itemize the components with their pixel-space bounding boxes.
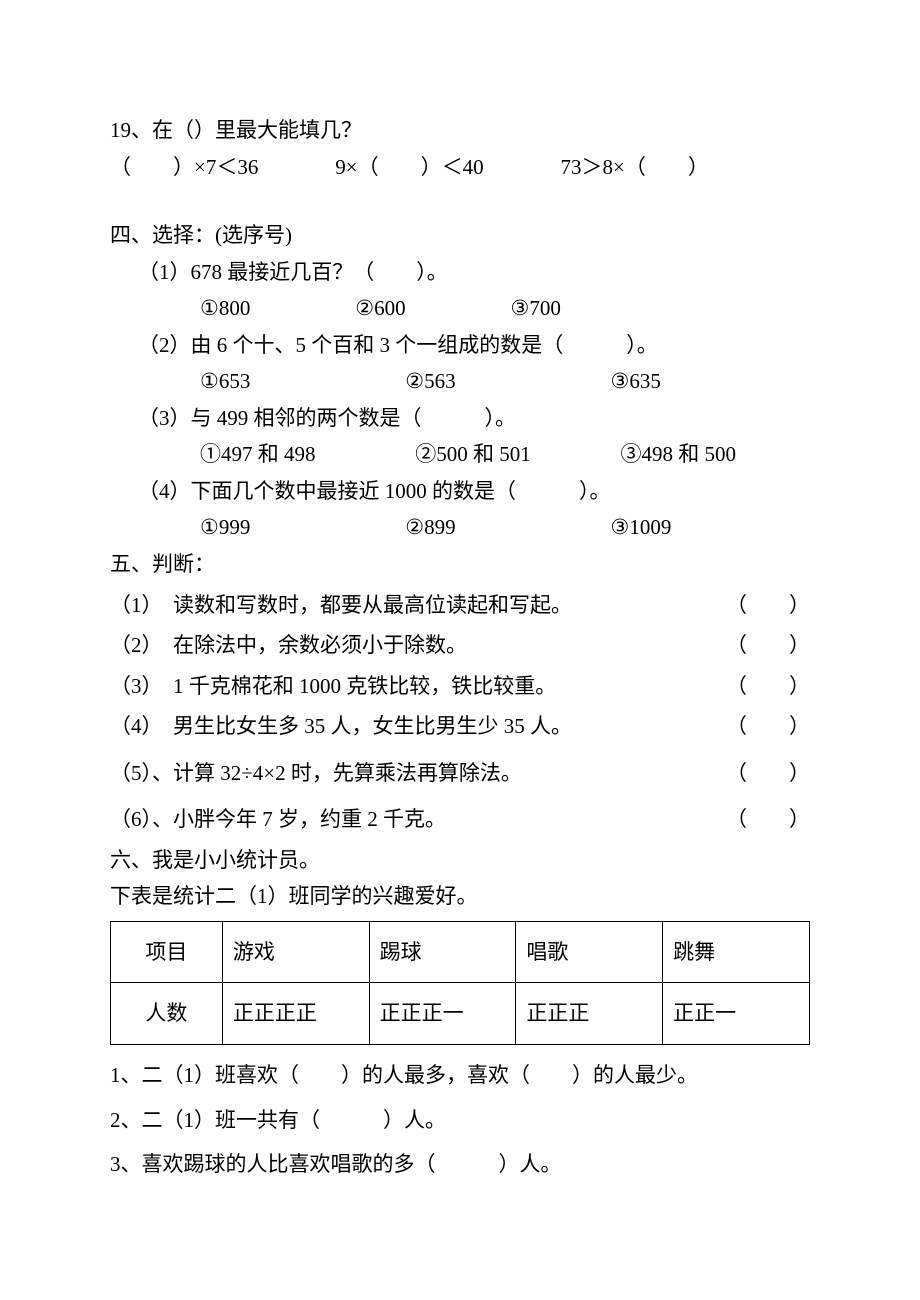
col-header: 跳舞 <box>663 921 810 983</box>
sec6-q1: 1、二（1）班喜欢（ ）的人最多，喜欢（ ）的人最少。 <box>110 1059 810 1092</box>
sec4-q4: （4）下面几个数中最接近 1000 的数是（ ）。 <box>110 475 810 508</box>
sec4-q2: （2）由 6 个十、5 个百和 3 个一组成的数是（ ）。 <box>110 329 810 362</box>
sec6-title: 六、我是小小统计员。 <box>110 844 810 877</box>
sec5-item-2-text: （2） 在除法中，余数必须小于除数。 <box>110 629 700 662</box>
sec4-q1-opts: ①800 ②600 ③700 <box>110 292 810 325</box>
sec5-item-1: （1） 读数和写数时，都要从最高位读起和写起。 （ ） <box>110 589 810 622</box>
sec4-title: 四、选择：(选序号) <box>110 219 810 252</box>
sec5-item-5-text: （5）、计算 32÷4×2 时，先算乘法再算除法。 <box>110 757 700 790</box>
col-header: 唱歌 <box>516 921 663 983</box>
col-header: 踢球 <box>369 921 516 983</box>
table-cell: 正正正 <box>516 983 663 1045</box>
sec5-item-2-blank: （ ） <box>700 629 810 662</box>
sec5-item-4-text: （4） 男生比女生多 35 人，女生比男生少 35 人。 <box>110 710 700 743</box>
sec5-item-6: （6）、小胖今年 7 岁，约重 2 千克。 （ ） <box>110 803 810 836</box>
sec5-item-6-blank: （ ） <box>700 803 810 836</box>
hobby-table: 项目 游戏 踢球 唱歌 跳舞 人数 正正正正 正正正一 正正正 正正一 <box>110 921 810 1045</box>
q19-part-1: （ ）×7＜36 <box>110 151 330 184</box>
sec4-q2-opts: ①653 ②563 ③635 <box>110 365 810 398</box>
q19-parts: （ ）×7＜36 9×（ ）＜40 73＞8×（ ） <box>110 151 810 184</box>
sec4-q2-opt3: ③635 <box>611 365 661 398</box>
sec5-item-3-text: （3） 1 千克棉花和 1000 克铁比较，铁比较重。 <box>110 670 700 703</box>
sec4-q4-opt3: ③1009 <box>611 511 672 544</box>
sec6-q3: 3、喜欢踢球的人比喜欢唱歌的多（ ）人。 <box>110 1148 810 1181</box>
table-row: 项目 游戏 踢球 唱歌 跳舞 <box>111 921 810 983</box>
sec5-item-6-text: （6）、小胖今年 7 岁，约重 2 千克。 <box>110 803 700 836</box>
q19-part-3: 73＞8×（ ） <box>561 151 709 184</box>
col-header: 游戏 <box>222 921 369 983</box>
sec5-item-5: （5）、计算 32÷4×2 时，先算乘法再算除法。 （ ） <box>110 757 810 790</box>
sec6-q2: 2、二（1）班一共有（ ）人。 <box>110 1104 810 1137</box>
q19-prompt: 19、在（）里最大能填几？ <box>110 114 810 147</box>
sec4-q3-opt2: ②500 和 501 <box>415 438 615 471</box>
sec5-title: 五、判断： <box>110 548 810 581</box>
sec5-item-4-blank: （ ） <box>700 710 810 743</box>
sec5-item-3-blank: （ ） <box>700 670 810 703</box>
q19-part-2: 9×（ ）＜40 <box>335 151 555 184</box>
sec4-q3: （3）与 499 相邻的两个数是（ ）。 <box>110 402 810 435</box>
sec4-q1-opt3: ③700 <box>511 292 561 325</box>
sec5-item-1-text: （1） 读数和写数时，都要从最高位读起和写起。 <box>110 589 700 622</box>
col-header: 项目 <box>111 921 223 983</box>
table-cell: 正正正一 <box>369 983 516 1045</box>
sec4-q2-opt1: ①653 <box>200 365 400 398</box>
sec4-q3-opt1: ①497 和 498 <box>200 438 410 471</box>
sec5-item-3: （3） 1 千克棉花和 1000 克铁比较，铁比较重。 （ ） <box>110 670 810 703</box>
sec4-q1-opt2: ②600 <box>355 292 505 325</box>
worksheet-page: 19、在（）里最大能填几？ （ ）×7＜36 9×（ ）＜40 73＞8×（ ）… <box>0 0 920 1300</box>
sec5-item-4: （4） 男生比女生多 35 人，女生比男生少 35 人。 （ ） <box>110 710 810 743</box>
sec5-item-5-blank: （ ） <box>700 757 810 790</box>
table-row: 人数 正正正正 正正正一 正正正 正正一 <box>111 983 810 1045</box>
sec5-item-2: （2） 在除法中，余数必须小于除数。 （ ） <box>110 629 810 662</box>
sec4-q1: （1）678 最接近几百？（ ）。 <box>110 256 810 289</box>
table-cell: 正正正正 <box>222 983 369 1045</box>
sec4-q3-opts: ①497 和 498 ②500 和 501 ③498 和 500 <box>110 438 810 471</box>
sec4-q4-opt1: ①999 <box>200 511 400 544</box>
sec5-item-1-blank: （ ） <box>700 589 810 622</box>
sec4-q1-opt1: ①800 <box>200 292 350 325</box>
row-label: 人数 <box>111 983 223 1045</box>
table-cell: 正正一 <box>663 983 810 1045</box>
sec4-q4-opts: ①999 ②899 ③1009 <box>110 511 810 544</box>
sec4-q3-opt3: ③498 和 500 <box>621 438 737 471</box>
sec6-sub: 下表是统计二（1）班同学的兴趣爱好。 <box>110 880 810 913</box>
sec4-q4-opt2: ②899 <box>405 511 605 544</box>
sec4-q2-opt2: ②563 <box>405 365 605 398</box>
